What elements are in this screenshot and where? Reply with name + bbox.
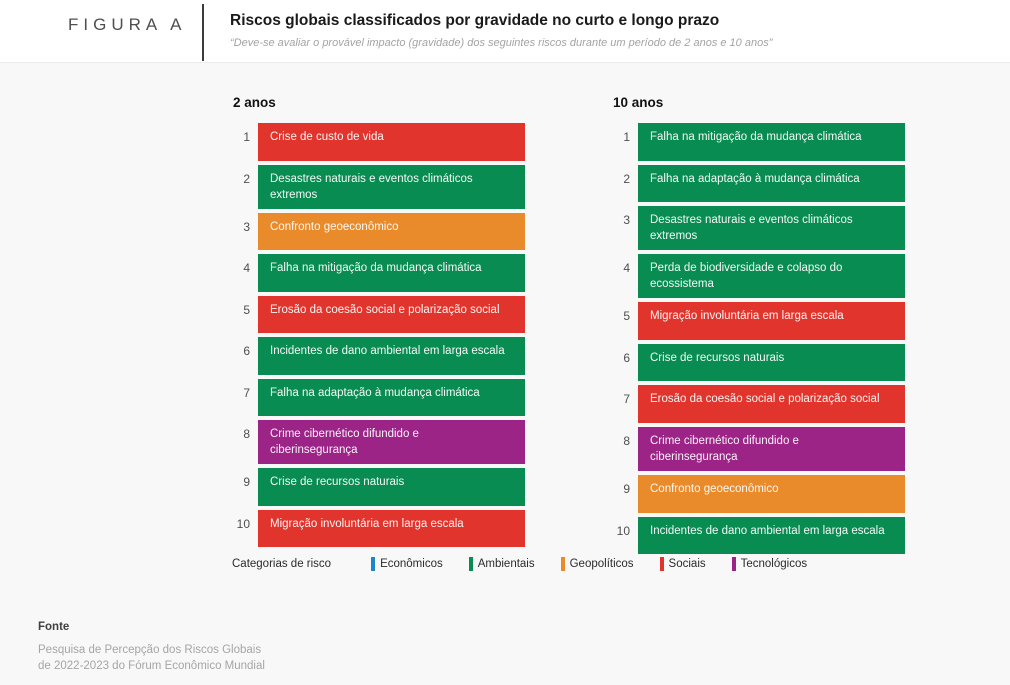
rank-number: 4 — [623, 261, 630, 276]
rank-number: 1 — [623, 130, 630, 144]
figure-header: FIGURA A Riscos globais classificados po… — [0, 0, 1010, 63]
legend-item: Sociais — [659, 557, 706, 571]
rank-number: 8 — [243, 427, 250, 442]
legend-color-tick — [731, 557, 736, 571]
risk-row: 7 Erosão da coesão social e polarização s… — [612, 385, 906, 423]
risk-bar: Migração involuntária em larga escala — [638, 302, 905, 340]
risk-bar: Confronto geoeconômico — [258, 212, 525, 251]
legend-color-tick — [468, 557, 473, 571]
risk-bar: Crise de recursos naturais — [638, 343, 905, 382]
rank-rows: 1 Falha na mitigação da mudança climática… — [612, 123, 906, 555]
risk-row: 9 Crise de recursos naturais — [232, 468, 526, 506]
risk-bar: Desastres naturais e eventos climáticos … — [638, 206, 905, 251]
rank-number: 3 — [243, 219, 250, 234]
rank-rows: 1 Crise de custo de vida 2 Desastres natura… — [232, 123, 526, 548]
risk-row: 10 Incidentes de dano ambiental em larga … — [612, 516, 906, 555]
risk-bar: Falha na adaptação à mudança climática — [638, 164, 905, 202]
source-line-2: de 2022-2023 do Fórum Econômico Mundial — [38, 660, 265, 673]
source-text: Pesquisa de Percepção dos Riscos Globais… — [38, 642, 265, 674]
legend-title: Categorias de risco — [232, 558, 332, 570]
header-divider — [202, 4, 204, 61]
rank-number: 2 — [243, 171, 250, 186]
risk-row: 4 Perda de biodiversidade e colapso do ec… — [612, 254, 906, 299]
rank-number: 5 — [623, 309, 630, 324]
risk-row: 5 Erosão da coesão social e polarização s… — [232, 295, 526, 334]
rank-number: 2 — [623, 171, 630, 186]
figure-subtitle: “Deve-se avaliar o provável impacto (gra… — [230, 37, 773, 49]
rank-number: 4 — [243, 261, 250, 276]
risk-row: 3 Desastres naturais e eventos climáticos… — [612, 206, 906, 251]
risk-bar: Incidentes de dano ambiental em larga es… — [258, 337, 525, 375]
legend-items: Econômicos Ambientais Geopolíticos Sociais T… — [371, 557, 833, 571]
risk-row: 1 Crise de custo de vida — [232, 123, 526, 161]
risk-bar: Erosão da coesão social e polarização so… — [638, 385, 905, 423]
risk-bar: Falha na adaptação à mudança climática — [258, 378, 525, 417]
risk-row: 7 Falha na adaptação à mudança climática — [232, 378, 526, 417]
legend-item: Geopolíticos — [560, 557, 634, 571]
risk-bar: Incidentes de dano ambiental em larga es… — [638, 516, 905, 555]
risk-bar: Migração involuntária em larga escala — [258, 509, 525, 548]
risk-row: 5 Migração involuntária em larga escala — [612, 302, 906, 340]
risk-bar: Crise de custo de vida — [258, 123, 525, 161]
risk-row: 1 Falha na mitigação da mudança climática — [612, 123, 906, 161]
risk-row: 8 Crime cibernético difundido e ciberinse… — [232, 420, 526, 465]
source-label: Fonte — [38, 621, 70, 633]
risk-row: 4 Falha na mitigação da mudança climática — [232, 254, 526, 292]
legend-item-label: Econômicos — [380, 558, 443, 570]
rank-number: 7 — [243, 385, 250, 400]
rank-number: 8 — [623, 433, 630, 448]
risk-category-legend: Categorias de risco Econômicos Ambientais… — [232, 557, 833, 571]
risk-bar: Falha na mitigação da mudança climática — [638, 123, 905, 161]
source-block: Fonte Pesquisa de Percepção dos Riscos G… — [38, 621, 265, 674]
risk-bar: Falha na mitigação da mudança climática — [258, 254, 525, 292]
risk-row: 2 Falha na adaptação à mudança climática — [612, 164, 906, 202]
figure-title: Riscos globais classificados por gravida… — [230, 12, 720, 29]
rank-number: 3 — [623, 213, 630, 227]
rank-number: 9 — [243, 475, 250, 490]
rank-number: 7 — [623, 392, 630, 407]
legend-item-label: Tecnológicos — [740, 558, 808, 570]
risk-row: 3 Confronto geoeconômico — [232, 212, 526, 251]
risk-bar: Perda de biodiversidade e colapso do eco… — [638, 254, 905, 299]
rank-number: 9 — [623, 482, 630, 497]
rank-number: 6 — [243, 344, 250, 359]
risk-bar: Crime cibernético difundido e ciberinseg… — [258, 420, 525, 465]
risk-row: 9 Confronto geoeconômico — [612, 475, 906, 513]
risk-row: 10 Migração involuntária em larga escala — [232, 509, 526, 548]
risk-row: 6 Incidentes de dano ambiental em larga e… — [232, 337, 526, 375]
source-line-1: Pesquisa de Percepção dos Riscos Globais — [38, 644, 262, 656]
risk-bar: Confronto geoeconômico — [638, 475, 905, 513]
rank-number: 5 — [243, 302, 250, 317]
column-2-anos: 2 anos 1 Crise de custo de vida 2 Desastres… — [232, 95, 526, 551]
legend-color-tick — [659, 557, 664, 571]
legend-color-tick — [560, 557, 565, 571]
risk-row: 6 Crise de recursos naturais — [612, 343, 906, 382]
figure-label: FIGURA A — [68, 15, 187, 34]
rank-number: 10 — [616, 523, 630, 538]
rank-number: 10 — [236, 516, 250, 531]
risk-bar: Erosão da coesão social e polarização so… — [258, 295, 525, 334]
legend-item-label: Sociais — [668, 558, 706, 570]
risk-bar: Desastres naturais e eventos climáticos … — [258, 164, 525, 209]
risk-bar: Crise de recursos naturais — [258, 468, 525, 506]
legend-item: Ambientais — [468, 557, 535, 571]
legend-color-tick — [371, 557, 376, 571]
legend-item: Tecnológicos — [731, 557, 808, 571]
legend-item: Econômicos — [371, 557, 443, 571]
column-10-anos: 10 anos 1 Falha na mitigação da mudança c… — [612, 95, 906, 558]
legend-item-label: Geopolíticos — [569, 558, 634, 570]
risk-row: 2 Desastres naturais e eventos climáticos… — [232, 164, 526, 209]
column-header: 2 anos — [233, 95, 276, 110]
rank-number: 1 — [243, 130, 250, 144]
risk-bar: Crime cibernético difundido e ciberinseg… — [638, 426, 905, 472]
column-header: 10 anos — [613, 95, 664, 110]
risk-row: 8 Crime cibernético difundido e ciberinse… — [612, 426, 906, 472]
legend-item-label: Ambientais — [477, 558, 535, 570]
rank-number: 6 — [623, 350, 630, 365]
